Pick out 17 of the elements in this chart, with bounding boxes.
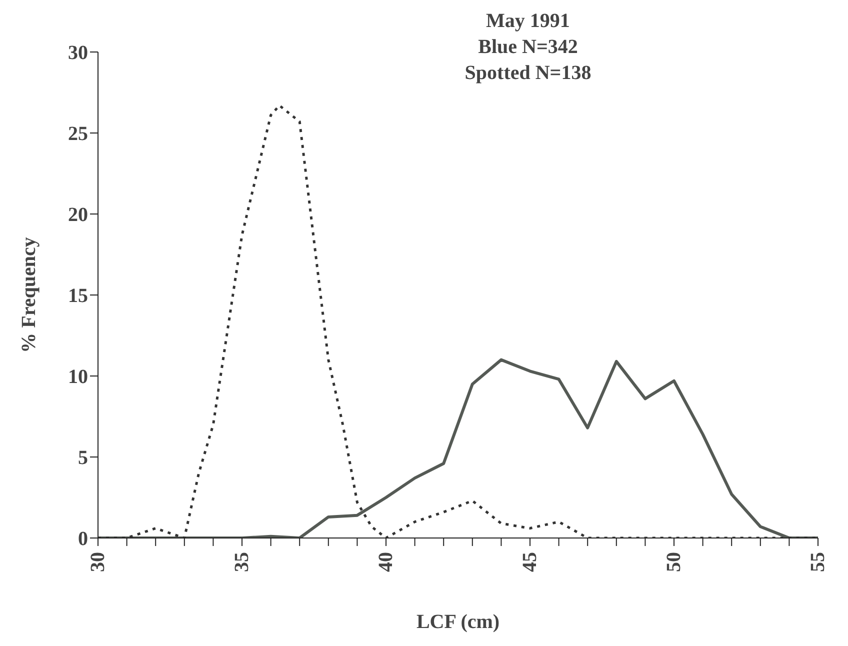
y-tick-label: 5	[78, 447, 88, 470]
y-axis-title: % Frequency	[18, 237, 40, 353]
x-tick-label: 35	[231, 552, 253, 572]
y-tick-label: 25	[68, 123, 88, 146]
x-tick-label: 40	[375, 552, 397, 572]
annotation: Blue N=342	[477, 35, 579, 60]
x-axis-title: LCF (cm)	[416, 611, 500, 633]
x-tick-label: 50	[663, 552, 685, 572]
y-tick-label: 0	[78, 528, 88, 550]
y-tick-label: 30	[68, 42, 88, 64]
y-tick-label: 10	[68, 366, 88, 388]
y-tick-label: 15	[68, 285, 88, 308]
annotation: Spotted N=138	[464, 61, 592, 86]
x-tick-label: 45	[519, 552, 541, 572]
chart-title: May 1991	[485, 9, 571, 34]
y-tick-label: 20	[68, 204, 88, 226]
x-tick-label: 55	[807, 552, 829, 572]
